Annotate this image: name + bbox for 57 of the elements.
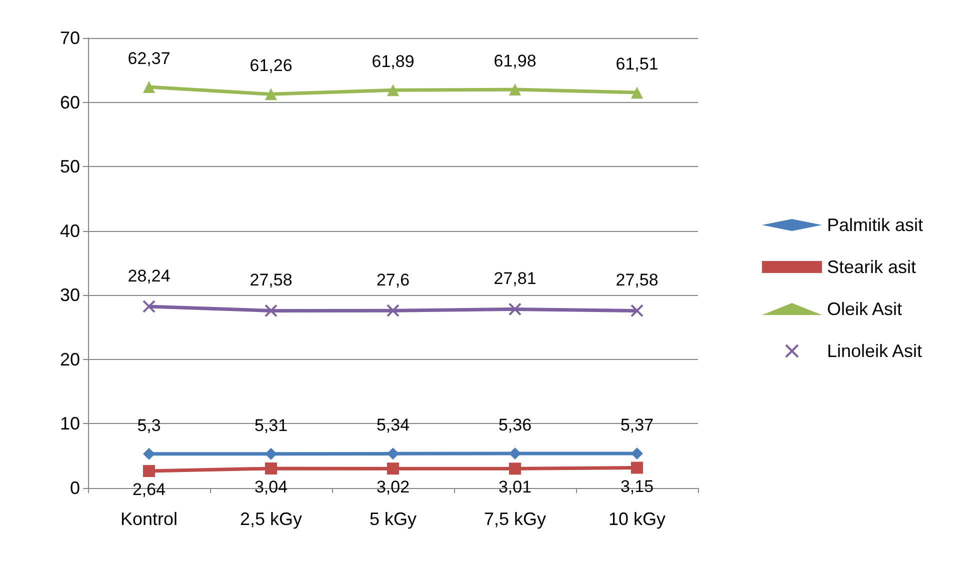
y-tick-label: 60	[60, 92, 80, 112]
point	[630, 304, 644, 318]
data-label: 5,37	[620, 415, 654, 434]
point	[142, 300, 156, 313]
point	[265, 462, 277, 474]
legend-label: Oleik Asit	[826, 299, 902, 319]
data-label: 27,6	[376, 270, 410, 290]
point	[386, 304, 400, 318]
point	[143, 448, 155, 460]
data-label: 27,58	[250, 270, 292, 290]
point	[631, 462, 643, 474]
x-tick-label: Kontrol	[120, 509, 178, 529]
legend-label: Linoleik Asit	[826, 341, 922, 361]
data-label: 27,81	[494, 269, 536, 288]
data-label: 27,58	[616, 270, 658, 290]
point	[387, 448, 399, 460]
data-label: 3,04	[254, 477, 288, 496]
point	[631, 447, 643, 460]
y-tick-label: 40	[60, 220, 80, 241]
data-label: 28,24	[128, 266, 170, 286]
data-label: 5,31	[254, 416, 288, 435]
data-label: 61,51	[616, 54, 658, 74]
data-label: 3,15	[620, 476, 654, 496]
data-label: 3,02	[376, 478, 410, 497]
y-tick-label: 30	[60, 285, 80, 306]
point	[509, 448, 521, 460]
data-label: 62,37	[128, 49, 170, 68]
point	[509, 462, 521, 475]
point	[387, 84, 399, 96]
data-label: 3,01	[498, 478, 532, 497]
data-label: 5,3	[137, 416, 161, 435]
legend-label: Palmitik asit	[826, 215, 923, 235]
point	[387, 462, 399, 475]
point	[265, 88, 277, 100]
x-tick-label: 2,5 kGy	[240, 509, 302, 529]
data-label: 2,64	[132, 480, 166, 500]
data-label: 61,89	[372, 52, 414, 72]
point	[631, 86, 643, 99]
y-tick-label: 20	[60, 349, 80, 370]
point	[509, 84, 521, 96]
y-tick-label: 70	[60, 28, 80, 48]
x-tick-label: 5 kGy	[369, 509, 417, 529]
point	[143, 81, 155, 94]
data-label: 5,34	[376, 416, 410, 435]
data-label: 5,36	[498, 416, 532, 435]
point	[264, 304, 278, 318]
x-tick-label: 10 kGy	[608, 509, 666, 529]
y-tick-label: 10	[60, 414, 80, 434]
y-tick-label: 50	[60, 156, 80, 177]
y-tick-label: 0	[70, 478, 80, 498]
legend-label: Stearik asit	[826, 257, 916, 277]
point	[508, 302, 522, 316]
data-label: 61,98	[494, 52, 536, 71]
point	[265, 448, 277, 460]
point	[143, 465, 155, 478]
data-label: 61,26	[250, 56, 292, 76]
x-tick-label: 7,5 kGy	[484, 509, 546, 529]
